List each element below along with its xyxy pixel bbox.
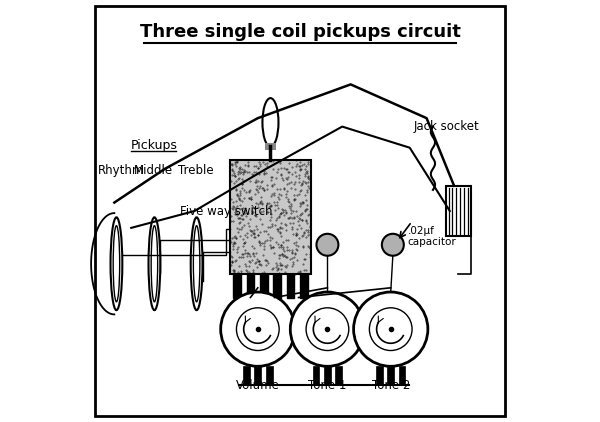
Ellipse shape [191, 217, 203, 310]
Text: Five way switch: Five way switch [180, 205, 272, 218]
Bar [254, 366, 261, 385]
Bar [266, 366, 272, 385]
Ellipse shape [370, 308, 412, 351]
Ellipse shape [221, 292, 295, 366]
Bar [324, 366, 331, 385]
Bar [335, 366, 342, 385]
Ellipse shape [113, 226, 119, 302]
Ellipse shape [236, 308, 279, 351]
Ellipse shape [149, 217, 160, 310]
Text: Tone 1: Tone 1 [308, 379, 347, 392]
Text: Rhythm: Rhythm [98, 165, 145, 177]
Bar [388, 366, 394, 385]
Ellipse shape [110, 217, 122, 310]
Text: Volume: Volume [236, 379, 280, 392]
Ellipse shape [353, 292, 428, 366]
Bar [399, 366, 406, 385]
Ellipse shape [306, 308, 349, 351]
Ellipse shape [290, 292, 365, 366]
Text: .02μf
capacitor: .02μf capacitor [407, 225, 457, 247]
Bar [274, 274, 281, 298]
Ellipse shape [316, 234, 338, 256]
Text: Middle: Middle [134, 165, 173, 177]
Text: Treble: Treble [178, 165, 214, 177]
Ellipse shape [151, 226, 158, 302]
Ellipse shape [382, 234, 404, 256]
Bar [446, 186, 471, 236]
Bar [230, 160, 311, 274]
Bar [300, 274, 308, 298]
Ellipse shape [262, 98, 278, 147]
Bar [260, 274, 268, 298]
Text: Pickups: Pickups [131, 139, 178, 152]
Bar [313, 366, 319, 385]
Bar [376, 366, 383, 385]
Bar [265, 143, 275, 150]
Text: Jack socket: Jack socket [414, 120, 479, 133]
Bar [287, 274, 295, 298]
Text: Three single coil pickups circuit: Three single coil pickups circuit [140, 23, 460, 41]
Text: Tone 2: Tone 2 [371, 379, 410, 392]
Bar [243, 366, 250, 385]
Bar [233, 274, 241, 298]
Bar [247, 274, 254, 298]
Ellipse shape [193, 226, 200, 302]
